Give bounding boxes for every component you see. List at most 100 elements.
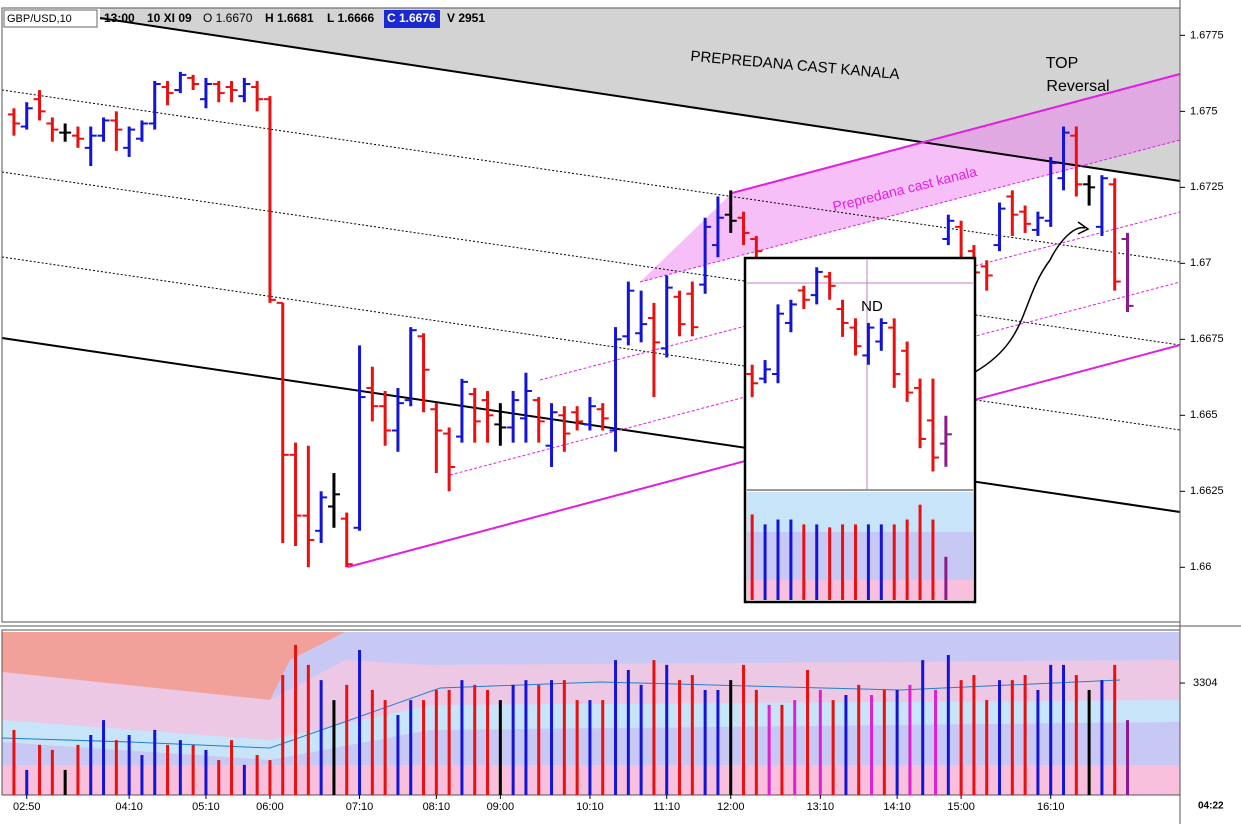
volume-bar — [729, 680, 733, 795]
volume-bar — [972, 675, 976, 795]
volume-tick-label: 3304 — [1193, 677, 1217, 689]
volume-bar — [524, 680, 528, 795]
y-tick-label: 1.66 — [1190, 561, 1211, 573]
volume-bar — [537, 684, 541, 795]
volume-bar — [242, 764, 246, 795]
volume-bar — [166, 744, 170, 795]
x-tick-label: 14:10 — [883, 801, 911, 813]
volume-bar — [63, 769, 67, 795]
volume-bar — [486, 689, 490, 795]
volume-bar — [780, 704, 784, 795]
x-tick-label: 04:10 — [115, 801, 143, 813]
volume-bar — [985, 700, 989, 795]
volume-bar — [857, 684, 861, 795]
volume-bar — [498, 700, 502, 795]
x-tick-label: 08:10 — [423, 801, 451, 813]
header-date: 10 XI 09 — [147, 11, 192, 25]
volume-bar — [866, 524, 870, 600]
volume-bar — [1113, 664, 1117, 795]
annotation: Reversal — [1046, 78, 1109, 95]
volume-bar — [550, 680, 554, 795]
volume-bar — [127, 735, 131, 795]
volume-bar — [921, 660, 925, 795]
volume-bar — [703, 689, 707, 795]
volume-bar — [409, 700, 413, 795]
channel-dotted — [1, 256, 1181, 431]
symbol: GBP/USD,10 — [7, 13, 72, 25]
volume-bar — [25, 769, 29, 795]
volume-bar — [690, 675, 694, 795]
volume-bar — [460, 680, 464, 795]
volume-bar — [191, 744, 195, 795]
volume-bar — [1010, 680, 1014, 795]
x-tick-label: 11:10 — [653, 801, 680, 813]
volume-bar — [1049, 664, 1053, 795]
volume-bar — [614, 660, 618, 795]
price-bars: 1.66 1.6625 1.665 1.6675 1.67 1.6725 1.675 1.67… — [7, 29, 1224, 813]
y-tick-label: 1.6625 — [1190, 485, 1224, 497]
x-tick-label: 06:00 — [256, 801, 284, 813]
volume-bar — [447, 689, 451, 795]
symbol-box[interactable] — [3, 9, 98, 28]
volume-bar — [575, 700, 579, 795]
volume-bar — [870, 695, 874, 795]
volume-bar — [831, 700, 835, 795]
volume-bar — [473, 684, 477, 795]
x-tick-label: 07:10 — [346, 801, 374, 813]
volume-bar — [828, 527, 832, 600]
volume-bar — [905, 519, 909, 600]
x-tick-label: 10:10 — [576, 801, 604, 813]
volume-bar — [1062, 664, 1066, 795]
channel-zone — [640, 74, 1180, 282]
volume-bar — [268, 760, 272, 795]
upper-zone — [100, 8, 1180, 181]
volume-bar — [806, 669, 810, 795]
inset-volume-band — [747, 492, 973, 532]
volume-bar — [12, 729, 16, 795]
volume-bar — [750, 514, 754, 600]
volume-bar — [998, 680, 1002, 795]
volume-bar — [345, 684, 349, 795]
channel-dotted — [1, 171, 1181, 346]
y-tick-label: 1.665 — [1190, 409, 1218, 421]
volume-bar — [946, 655, 950, 795]
volume-bar — [422, 700, 426, 795]
volume-bar — [102, 720, 106, 795]
volume-bar — [908, 684, 912, 795]
volume-bar — [802, 524, 806, 600]
x-tick-label: 16:10 — [1037, 801, 1065, 813]
header-volume: V 2951 — [447, 11, 485, 25]
header-high: H 1.6681 — [265, 11, 314, 25]
volume-bar — [89, 735, 93, 795]
volume-bar — [639, 684, 643, 795]
channel-line — [99, 17, 1181, 182]
volume-bar — [358, 649, 362, 795]
volume-bar — [931, 519, 935, 600]
volume-bar — [114, 740, 118, 795]
volume-bar — [281, 675, 285, 795]
channel-dotted — [1, 89, 1181, 263]
volume-bar — [944, 556, 948, 600]
volume-bar — [879, 524, 883, 600]
volume-bar — [742, 664, 746, 795]
volume-bar — [678, 680, 682, 795]
volume-bar — [1087, 689, 1091, 795]
volume-bar — [844, 695, 848, 795]
volume-bar — [841, 524, 845, 600]
volume-bar — [306, 664, 310, 795]
volume-bar — [789, 519, 793, 600]
volume-bar — [815, 524, 819, 600]
x-tick-label: 02:50 — [13, 801, 41, 813]
x-tick-label: 15:00 — [947, 801, 975, 813]
x-tick-label: 12:00 — [717, 801, 745, 813]
channel-line — [731, 73, 1181, 194]
volume-band — [2, 632, 345, 700]
inset-bars — [746, 267, 952, 600]
volume-bar — [1100, 680, 1104, 795]
volume-bar — [754, 689, 758, 795]
volume-bar — [230, 740, 234, 795]
volume-bar — [1126, 720, 1130, 795]
volume-bar — [895, 689, 899, 795]
time-marker: 04:22 — [1198, 801, 1224, 812]
volume-bar — [76, 744, 80, 795]
